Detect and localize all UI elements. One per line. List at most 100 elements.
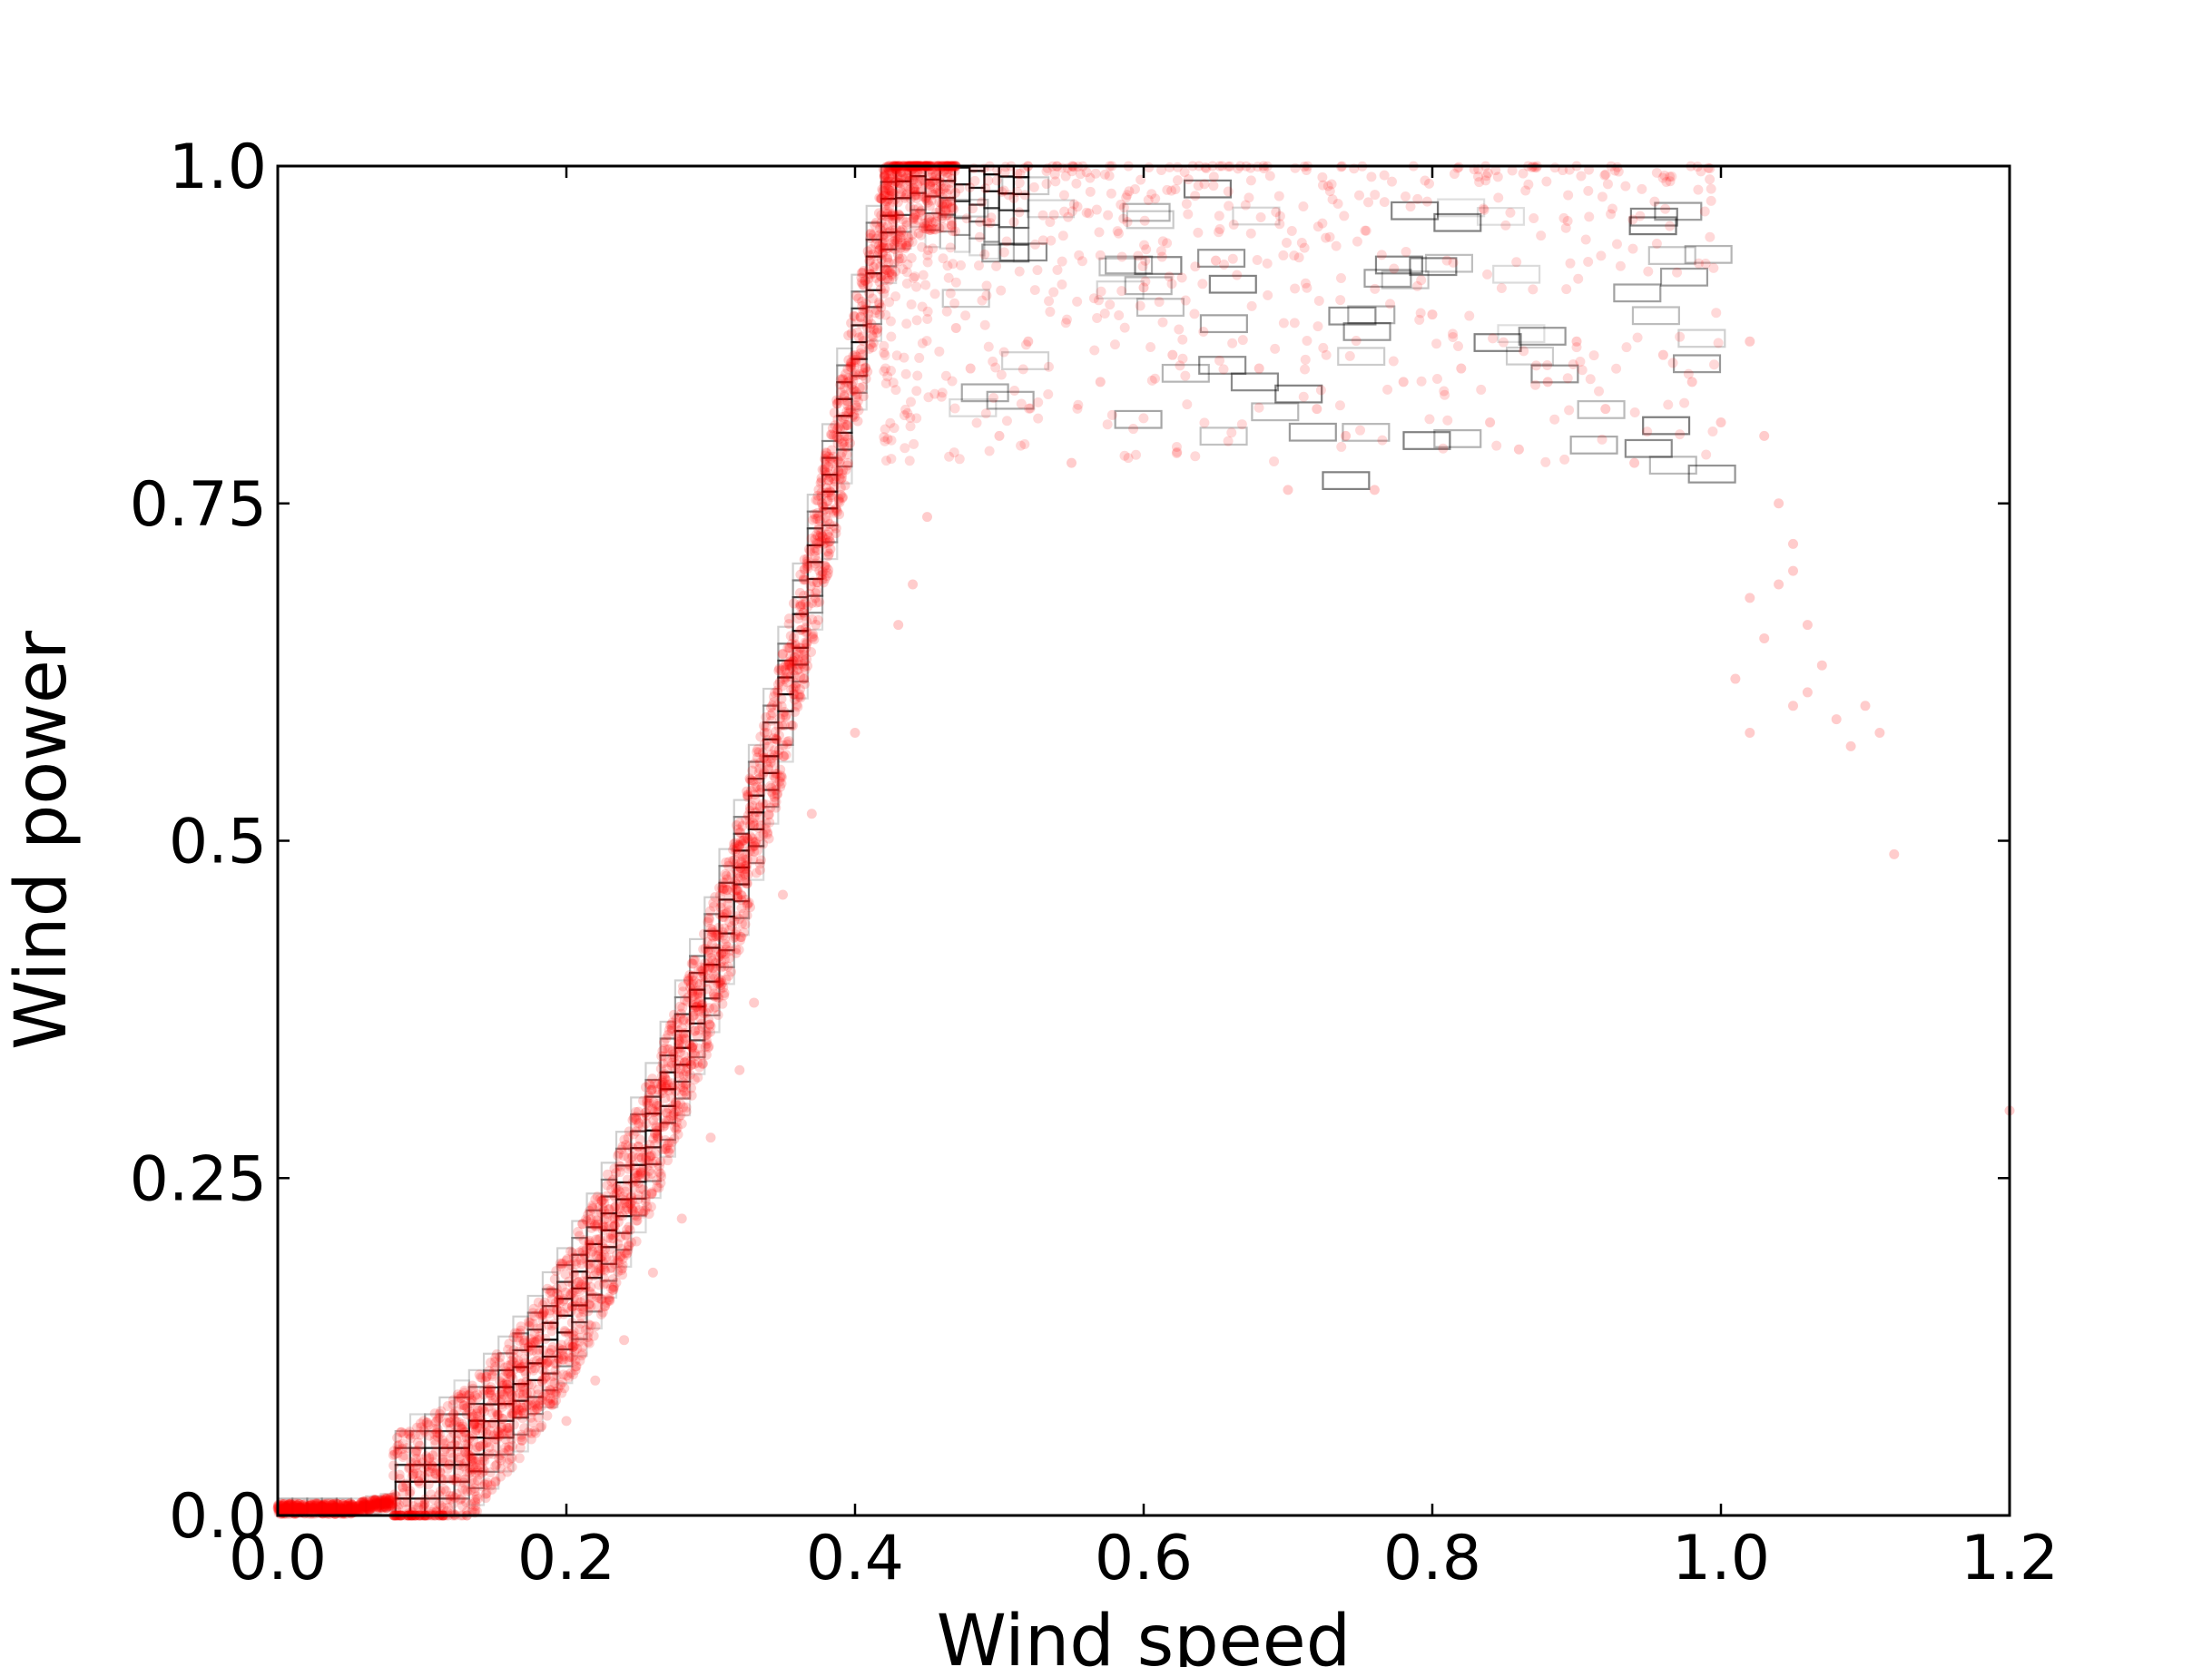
- scatter-point: [734, 827, 745, 838]
- scatter-point: [594, 1280, 605, 1290]
- scatter-point: [307, 1500, 318, 1511]
- scatter-point: [556, 1339, 567, 1350]
- scatter-point: [339, 1506, 350, 1517]
- scatter-point: [1190, 261, 1201, 272]
- density-box: [541, 1270, 559, 1290]
- scatter-point: [599, 1198, 610, 1209]
- scatter-point: [279, 1499, 290, 1510]
- scatter-point: [851, 290, 862, 301]
- density-box: [644, 1180, 662, 1200]
- density-box: [1105, 255, 1154, 275]
- scatter-point: [722, 874, 732, 885]
- scatter-point: [715, 984, 726, 995]
- scatter-point: [320, 1502, 330, 1513]
- scatter-point: [647, 1267, 658, 1278]
- scatter-point: [472, 1475, 483, 1486]
- scatter-point: [1701, 449, 1712, 460]
- scatter-point: [673, 1129, 683, 1140]
- scatter-point: [376, 1494, 387, 1505]
- scatter-point: [460, 1474, 471, 1485]
- scatter-point: [1318, 342, 1329, 353]
- scatter-point: [435, 1486, 446, 1496]
- scatter-point: [328, 1499, 339, 1510]
- scatter-point: [569, 1270, 580, 1280]
- scatter-point: [1660, 203, 1671, 214]
- scatter-point: [826, 490, 837, 501]
- density-box: [365, 1495, 382, 1515]
- scatter-point: [905, 201, 916, 212]
- scatter-point: [419, 1500, 430, 1511]
- scatter-point: [1369, 485, 1380, 495]
- scatter-point: [1519, 346, 1529, 357]
- scatter-point: [320, 1505, 331, 1516]
- scatter-point: [879, 242, 890, 253]
- scatter-point: [766, 715, 777, 726]
- scatter-point: [1193, 227, 1204, 238]
- scatter-point: [842, 396, 853, 407]
- scatter-point: [664, 1148, 674, 1159]
- scatter-point: [323, 1502, 334, 1513]
- scatter-point: [1511, 257, 1522, 268]
- scatter-point: [929, 289, 940, 299]
- scatter-point: [1106, 409, 1117, 420]
- scatter-point: [775, 772, 786, 783]
- scatter-point: [781, 750, 791, 760]
- scatter-point: [1730, 673, 1741, 684]
- scatter-point: [1643, 266, 1654, 277]
- scatter-point: [319, 1500, 329, 1511]
- scatter-point: [411, 1445, 422, 1456]
- density-box: [777, 659, 794, 679]
- scatter-point: [776, 665, 787, 676]
- scatter-point: [679, 1014, 690, 1025]
- scatter-point: [911, 281, 922, 292]
- scatter-point: [889, 423, 900, 434]
- scatter-point: [449, 1439, 460, 1450]
- scatter-point: [673, 1044, 683, 1054]
- scatter-point: [470, 1500, 481, 1511]
- scatter-point: [752, 774, 763, 785]
- density-box: [1409, 257, 1458, 277]
- scatter-point: [781, 710, 791, 721]
- scatter-point: [508, 1345, 519, 1356]
- scatter-point: [415, 1418, 426, 1429]
- density-box: [1322, 471, 1371, 491]
- scatter-point: [1181, 199, 1192, 210]
- scatter-point: [900, 443, 910, 454]
- scatter-point: [517, 1361, 528, 1372]
- scatter-point: [668, 1107, 679, 1118]
- scatter-point: [788, 689, 799, 700]
- scatter-point: [637, 1113, 648, 1124]
- scatter-point: [795, 599, 806, 610]
- density-box: [762, 806, 780, 825]
- scatter-point: [1274, 219, 1285, 230]
- scatter-point: [906, 252, 917, 263]
- density-box: [850, 391, 868, 411]
- scatter-point: [685, 979, 696, 990]
- scatter-point: [732, 839, 743, 850]
- scatter-point: [584, 1299, 595, 1309]
- scatter-point: [711, 961, 722, 972]
- density-box: [732, 917, 751, 936]
- scatter-point: [865, 339, 876, 350]
- scatter-point: [733, 868, 744, 878]
- scatter-point: [575, 1297, 586, 1308]
- scatter-point: [1427, 309, 1438, 320]
- density-box: [453, 1379, 470, 1398]
- scatter-point: [451, 1476, 462, 1487]
- scatter-point: [628, 1129, 639, 1140]
- scatter-point: [887, 225, 898, 236]
- scatter-point: [1448, 331, 1459, 342]
- scatter-point: [551, 1266, 562, 1277]
- scatter-point: [747, 800, 758, 811]
- scatter-point: [1138, 282, 1149, 293]
- scatter-point: [1424, 414, 1435, 425]
- scatter-point: [1500, 220, 1511, 230]
- scatter-point: [1058, 190, 1069, 201]
- scatter-point: [530, 1427, 541, 1438]
- scatter-point: [888, 217, 899, 228]
- scatter-point: [506, 1410, 517, 1421]
- scatter-point: [742, 789, 753, 800]
- scatter-point: [833, 466, 844, 477]
- scatter-point: [1119, 450, 1130, 461]
- scatter-point: [608, 1213, 619, 1224]
